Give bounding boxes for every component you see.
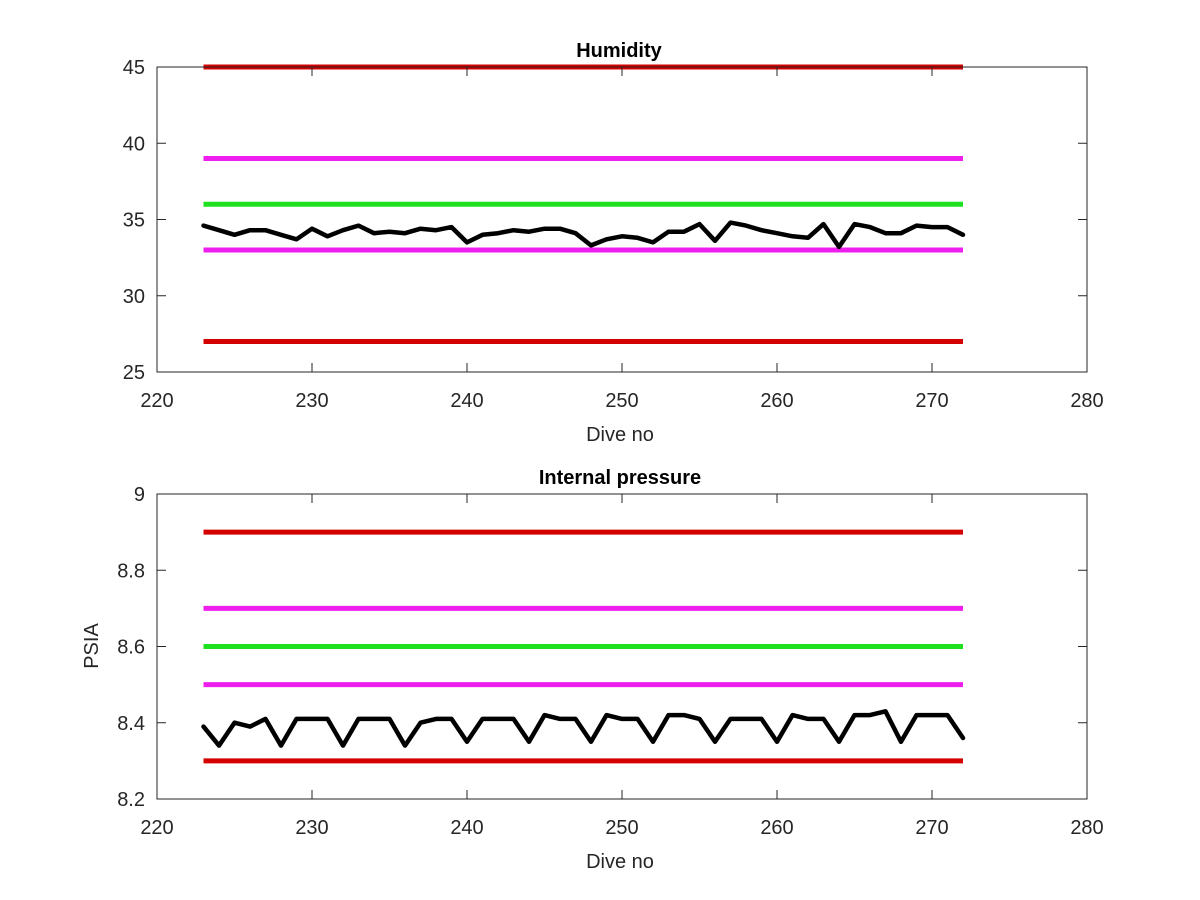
pressure-x-ticks: 220 230 240 250 260 270 280 bbox=[140, 494, 1104, 839]
humidity-data-line-0 bbox=[201, 220, 966, 250]
pressure-x-tick-label: 230 bbox=[295, 817, 328, 839]
humidity-x-tick-label: 280 bbox=[1070, 390, 1103, 412]
humidity-y-tick-label: 45 bbox=[123, 57, 145, 79]
humidity-x-tick-label: 270 bbox=[915, 390, 948, 412]
pressure-x-tick-label: 220 bbox=[140, 817, 173, 839]
humidity-y-tick-label: 35 bbox=[123, 210, 145, 232]
humidity-y-tick-label: 30 bbox=[123, 286, 145, 308]
humidity-x-tick-label: 240 bbox=[450, 390, 483, 412]
pressure-x-tick-label: 260 bbox=[760, 817, 793, 839]
pressure-y-tick-label: 8.4 bbox=[117, 713, 145, 735]
pressure-chart: Internal pressure 220 230 240 250 260 270 280 … bbox=[81, 467, 1104, 873]
humidity-x-axis-label: Dive no bbox=[586, 424, 654, 446]
pressure-y-tick-label: 8.8 bbox=[117, 560, 145, 582]
humidity-y-tick-label: 25 bbox=[123, 362, 145, 384]
humidity-x-tick-label: 260 bbox=[760, 390, 793, 412]
humidity-chart: Humidity 220 230 240 250 260 270 280 25 30 35 40 4… bbox=[123, 40, 1104, 446]
pressure-y-axis-label: PSIA bbox=[81, 623, 103, 669]
humidity-x-tick-label: 250 bbox=[605, 390, 638, 412]
humidity-x-tick-label: 230 bbox=[295, 390, 328, 412]
pressure-y-tick-label: 8.6 bbox=[117, 637, 145, 659]
pressure-y-tick-label: 8.2 bbox=[117, 789, 145, 811]
humidity-chart-title: Humidity bbox=[576, 40, 662, 62]
humidity-y-tick-label: 40 bbox=[123, 133, 145, 155]
pressure-x-tick-label: 250 bbox=[605, 817, 638, 839]
humidity-x-tick-label: 220 bbox=[140, 390, 173, 412]
pressure-chart-title: Internal pressure bbox=[539, 467, 701, 489]
pressure-x-tick-label: 280 bbox=[1070, 817, 1103, 839]
pressure-y-ticks: 8.2 8.4 8.6 8.8 9 bbox=[117, 484, 1087, 811]
humidity-y-ticks: 25 30 35 40 45 bbox=[123, 57, 1087, 384]
humidity-x-ticks: 220 230 240 250 260 270 280 bbox=[140, 67, 1104, 412]
pressure-x-axis-label: Dive no bbox=[586, 851, 654, 873]
pressure-x-tick-label: 240 bbox=[450, 817, 483, 839]
pressure-plot-area bbox=[201, 529, 966, 764]
pressure-x-tick-label: 270 bbox=[915, 817, 948, 839]
pressure-data-line-0 bbox=[201, 709, 966, 748]
pressure-y-tick-label: 9 bbox=[134, 484, 145, 506]
